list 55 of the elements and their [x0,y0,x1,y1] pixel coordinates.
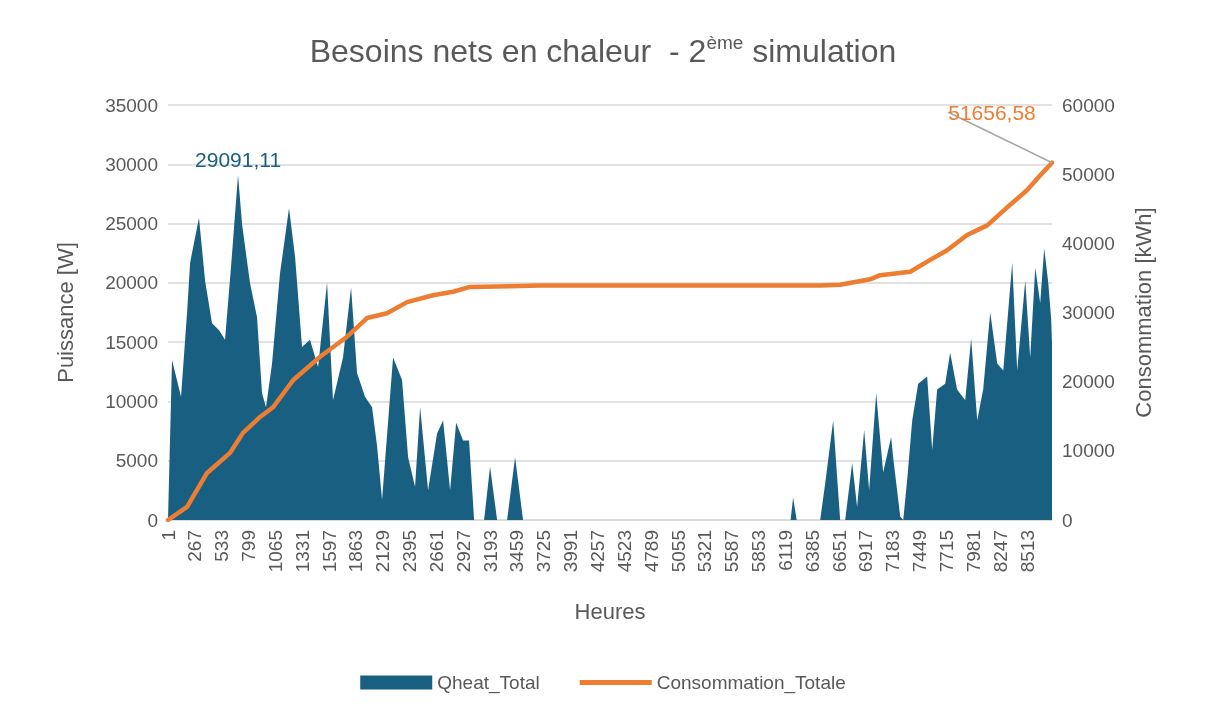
x-axis-title: Heures [574,598,646,624]
x-tick-label: 4523 [613,530,635,573]
x-tick-label: 7183 [882,530,904,573]
y-tick-label: 5000 [115,450,158,472]
y2-tick-label: 10000 [1062,440,1115,462]
x-tick-label: 6119 [774,530,796,571]
x-tick-label: 1863 [345,530,367,573]
x-tick-label: 1065 [264,530,286,573]
x-tick-label: 1597 [318,530,340,573]
x-tick-label: 2129 [372,530,394,573]
data-label: 29091,11 [195,148,282,172]
x-tick-label: 3193 [479,530,501,573]
x-tick-label: 7715 [936,530,958,573]
x-tick-label: 5055 [667,530,689,573]
x-tick-label: 1331 [291,530,313,573]
x-tick-label: 533 [211,530,233,562]
data-label: 51656,58 [948,100,1036,124]
x-tick-label: 6385 [801,530,823,573]
y-tick-label: 15000 [105,331,158,353]
y2-tick-label: 40000 [1062,232,1115,254]
x-tick-label: 2395 [399,530,421,573]
y-tick-label: 0 [147,509,158,531]
x-tick-label: 5853 [748,530,770,573]
x-tick-label: 2661 [425,530,447,573]
x-tick-label: 6917 [855,530,877,573]
x-tick-label: 8513 [1016,530,1038,573]
legend-label: Qheat_Total [437,672,540,694]
x-tick-label: 267 [184,530,206,562]
y2-tick-label: 30000 [1062,302,1115,323]
x-tick-label: 4789 [640,530,662,573]
y2-tick-label: 50000 [1062,163,1115,185]
y-axis-title: Puissance [W] [52,242,78,383]
x-tick-label: 7981 [962,530,984,573]
y-tick-label: 30000 [105,153,158,175]
x-tick-label: 3725 [533,530,555,573]
y-tick-label: 20000 [105,272,158,294]
y2-tick-label: 20000 [1062,371,1115,393]
y-tick-label: 10000 [105,390,158,412]
y2-axis-title: Consommation [kWh] [1130,207,1156,418]
x-tick-label: 3991 [560,530,582,573]
x-tick-label: 5321 [694,530,716,573]
x-tick-label: 1 [157,530,179,541]
x-tick-label: 6651 [828,530,850,573]
legend-label: Consommation_Totale [656,672,846,694]
y2-tick-label: 0 [1062,509,1073,531]
x-tick-label: 8247 [989,530,1011,573]
x-tick-label: 799 [238,530,260,562]
x-tick-label: 2927 [452,530,474,573]
x-tick-label: 5587 [721,530,743,573]
y2-tick-label: 60000 [1062,94,1115,116]
y-tick-label: 35000 [105,94,158,116]
x-tick-label: 7449 [909,530,931,573]
x-tick-label: 4257 [587,530,609,573]
y-tick-label: 25000 [105,213,158,235]
x-tick-label: 3459 [506,530,528,573]
